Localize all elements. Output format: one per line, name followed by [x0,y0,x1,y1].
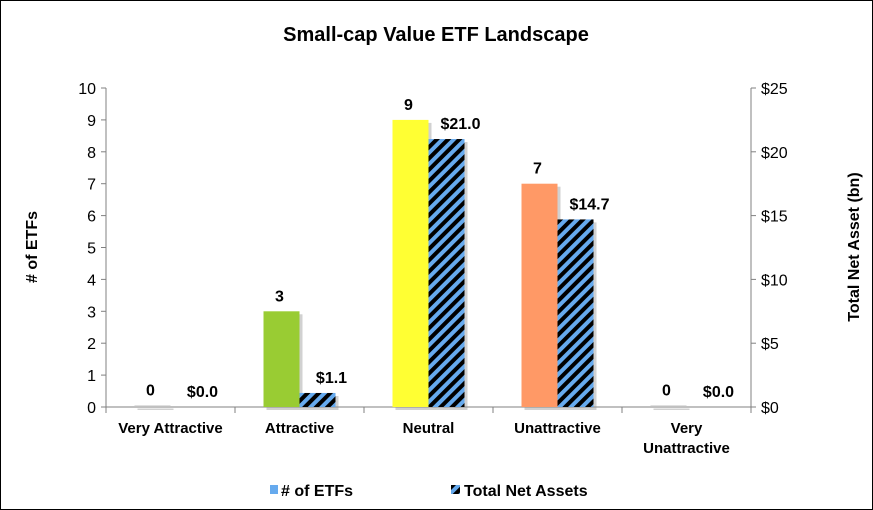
x-category-label: Unattractive [514,420,601,437]
data-label-etf-count: 0 [662,383,671,400]
legend: # of ETFs Total Net Assets [270,483,588,500]
y-left-tick-label: 9 [87,113,96,130]
y-left-tick-label: 1 [87,368,96,385]
x-category-label: Neutral [403,420,455,437]
data-label-net-assets: $0.0 [187,384,218,401]
y-right-tick-label: $0 [761,400,779,417]
data-label-etf-count: 0 [146,383,155,400]
data-label-etf-count: 9 [404,97,413,114]
x-category-label: Very Attractive [118,420,223,437]
chart-title: Small-cap Value ETF Landscape [283,24,589,46]
bar-net-assets [557,219,594,407]
y-left-tick-label: 4 [87,272,96,289]
data-label-net-assets: $21.0 [440,116,480,133]
y-left-tick-label: 8 [87,145,96,162]
y-right-tick-label: $25 [761,81,788,98]
y-right-tick-label: $10 [761,272,788,289]
bars [134,119,690,411]
data-labels: 0 $0.0 3 $1.1 9 $21.0 7 $14.7 0 $0.0 [146,97,734,401]
data-label-net-assets: $0.0 [703,384,734,401]
bar-net-assets [428,139,465,408]
y-left-tick-label: 2 [87,336,96,353]
y-axis-left-title: # of ETFs [24,211,41,283]
bar-shadow [137,408,174,410]
x-category-label: Attractive [265,420,334,437]
bar-etf-count [134,405,171,407]
y-left-tick-label: 7 [87,177,96,194]
data-label-net-assets: $1.1 [316,370,347,387]
bar-shadow [653,408,690,410]
y-left-tick-label: 0 [87,400,96,417]
legend-label-net-assets: Total Net Assets [464,483,588,500]
axes: 0 1 2 3 4 5 6 7 8 9 10 $0 $5 $10 $15 $20 $25 Very Attract… [78,81,788,457]
y-right-tick-label: $15 [761,209,788,226]
data-label-etf-count: 3 [275,288,284,305]
data-label-etf-count: 7 [533,161,542,178]
bar-net-assets [299,392,336,407]
legend-swatch-net-assets [451,485,460,494]
legend-swatch-etf-count [270,485,278,494]
y-left-tick-label: 5 [87,241,96,258]
y-axis-right-title: Total Net Asset (bn) [846,172,863,321]
x-category-label: Very Unattractive [643,420,730,457]
y-right-tick-label: $20 [761,145,788,162]
y-right-tick-label: $5 [761,336,779,353]
bar-etf-count [263,311,300,407]
bar-etf-count [521,183,558,407]
data-label-net-assets: $14.7 [569,196,609,213]
y-left-tick-label: 6 [87,209,96,226]
bar-etf-count [392,119,429,408]
y-left-tick-label: 3 [87,304,96,321]
legend-label-etf-count: # of ETFs [281,483,353,500]
bar-etf-count [650,405,687,407]
y-left-tick-label: 10 [78,81,96,98]
